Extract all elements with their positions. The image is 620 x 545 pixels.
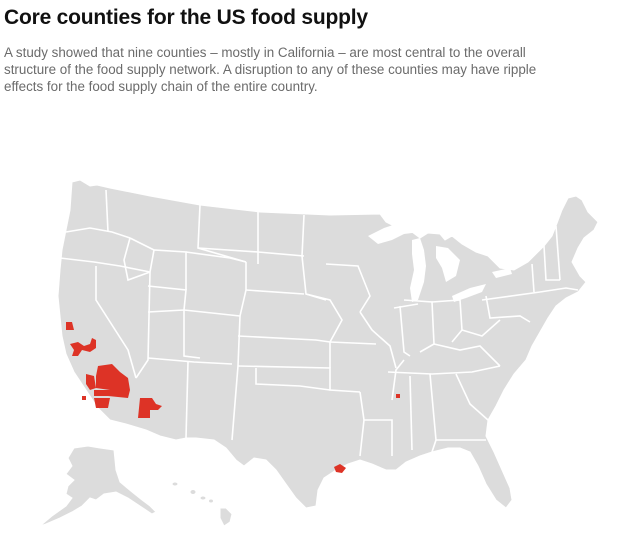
core-county-ca-central-valley [70, 338, 96, 356]
page-title: Core counties for the US food supply [4, 6, 368, 29]
core-county-ca-los-angeles [86, 374, 96, 390]
core-county-ca-riverside [94, 390, 130, 398]
core-county-ca-san-diego [94, 398, 110, 408]
core-county-az-maricopa [138, 398, 162, 418]
core-county-ca-san-bernardino [96, 364, 130, 390]
lake-ontario [492, 268, 512, 278]
lake-michigan [410, 238, 426, 302]
state-borders [59, 189, 579, 457]
hawaii [171, 481, 233, 527]
core-county-ca-north [66, 322, 74, 330]
lake-superior [368, 222, 432, 244]
core-counties [66, 322, 400, 473]
lake-huron [436, 246, 460, 282]
core-county-ca-ventura [82, 396, 86, 400]
page-subtitle: A study showed that nine counties – most… [4, 45, 537, 94]
lake-erie [452, 284, 486, 302]
core-county-tn-shelby [396, 394, 400, 398]
alaska [39, 445, 157, 527]
core-county-tx-harris [334, 464, 346, 473]
contiguous-us [57, 179, 599, 509]
